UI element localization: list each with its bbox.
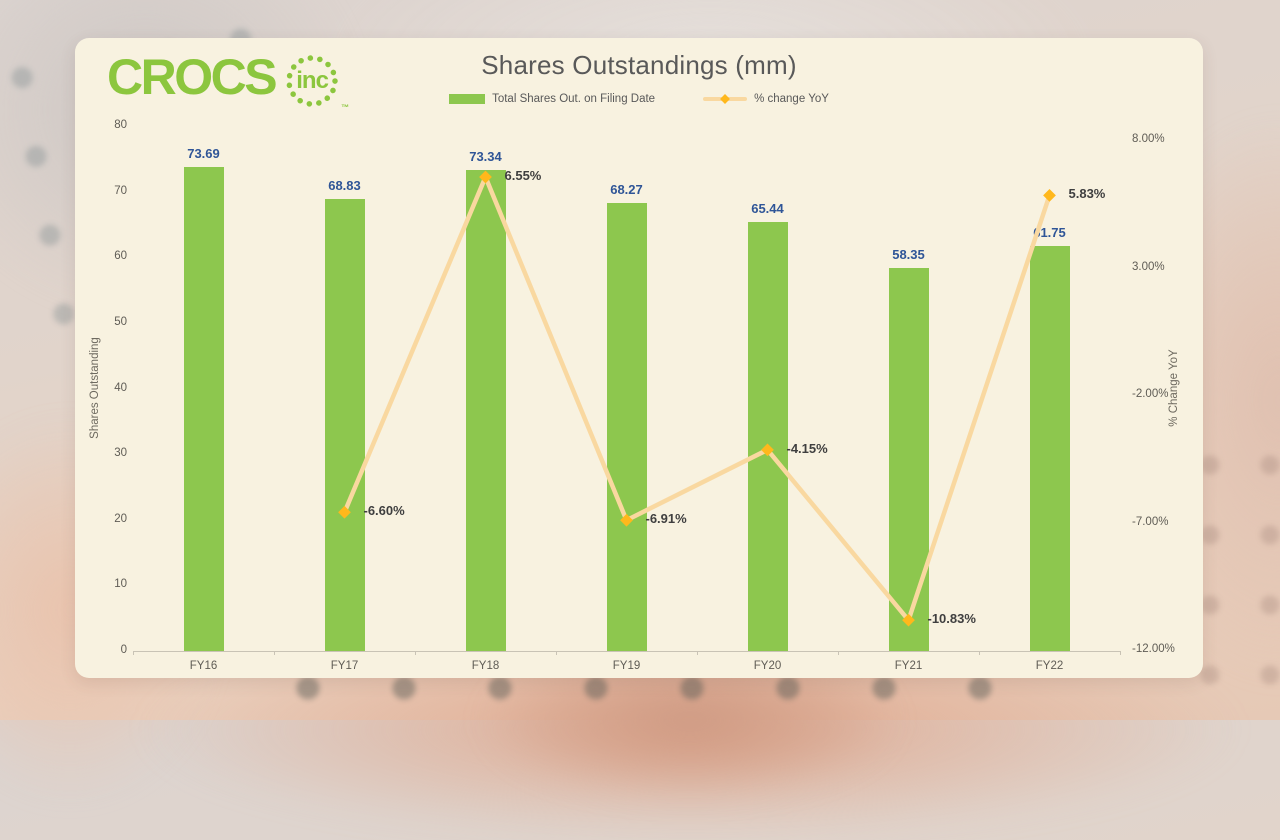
x-axis-category-label: FY17 xyxy=(330,660,359,672)
chart-legend: Total Shares Out. on Filing Date % chang… xyxy=(75,93,1203,105)
bar-FY16 xyxy=(183,167,224,651)
x-axis-category-label: FY19 xyxy=(612,660,641,672)
left-axis-tick-label: 30 xyxy=(114,447,127,460)
right-axis-title: % Change YoY xyxy=(1168,349,1180,427)
right-axis-tick-label: -7.00% xyxy=(1132,515,1169,528)
chart-card: CROCS inc ™ Shares Outstandings (mm) Tot… xyxy=(75,38,1203,678)
bar-value-label: 61.75 xyxy=(1033,224,1066,240)
bar-FY19 xyxy=(606,202,647,651)
legend-bar-label: Total Shares Out. on Filing Date xyxy=(492,93,656,105)
x-axis-tick xyxy=(556,651,557,655)
x-axis-tick xyxy=(415,651,416,655)
left-axis-tick-label: 80 xyxy=(114,119,127,131)
right-axis-tick-label: 8.00% xyxy=(1132,133,1165,145)
logo-inc-badge: inc ™ xyxy=(284,53,349,112)
left-axis-title: Shares Outstanding xyxy=(89,337,101,439)
legend-line-swatch xyxy=(703,94,748,104)
yoy-value-label: -6.91% xyxy=(645,511,687,527)
right-axis-tick-label: 3.00% xyxy=(1132,260,1165,273)
right-axis-tick-label: -12.00% xyxy=(1132,643,1175,655)
x-axis-category-label: FY21 xyxy=(894,660,923,672)
bar-value-label: 68.27 xyxy=(610,181,643,197)
left-axis-tick-label: 20 xyxy=(114,512,127,525)
chart-title: Shares Outstandings (mm) xyxy=(481,50,797,80)
yoy-value-label: -10.83% xyxy=(927,611,976,627)
bar-value-label: 73.69 xyxy=(187,146,220,162)
bar-FY21 xyxy=(888,268,929,651)
bar-FY20 xyxy=(747,221,788,651)
logo-brand-text: CROCS xyxy=(107,49,278,105)
x-axis-category-label: FY18 xyxy=(471,660,500,672)
x-axis-tick xyxy=(133,651,134,655)
yoy-value-label: 6.55% xyxy=(504,167,542,183)
left-axis-tick-label: 10 xyxy=(114,578,127,591)
legend-line-label: % change YoY xyxy=(754,93,829,105)
right-axis-tick-label: -2.00% xyxy=(1132,388,1169,400)
bar-FY17 xyxy=(324,199,365,651)
yoy-value-label: -6.60% xyxy=(363,503,405,519)
bar-value-label: 58.35 xyxy=(892,247,925,263)
trademark-symbol: ™ xyxy=(341,103,350,112)
legend-bar-swatch xyxy=(449,94,486,104)
bar-value-label: 73.34 xyxy=(469,148,502,164)
yoy-value-label: -4.15% xyxy=(786,440,828,456)
left-axis-tick-label: 40 xyxy=(114,381,127,394)
x-axis-category-label: FY20 xyxy=(753,660,782,672)
bar-FY22 xyxy=(1029,245,1070,651)
left-axis-tick-label: 0 xyxy=(120,644,127,656)
x-axis-tick xyxy=(274,651,275,655)
legend-item-line: % change YoY xyxy=(703,93,829,105)
x-axis-category-label: FY22 xyxy=(1035,660,1064,672)
x-axis-tick xyxy=(979,651,980,655)
x-axis-category-label: FY16 xyxy=(189,660,218,672)
plot-area: 80 70 60 50 40 30 20 10 0 8.00% 3.00% -2.00% -7.00% -… xyxy=(75,38,1203,678)
line-marker-diamond-icon xyxy=(1043,188,1056,202)
legend-item-bars: Total Shares Out. on Filing Date xyxy=(449,93,655,105)
x-axis-tick xyxy=(838,651,839,655)
x-axis-line xyxy=(133,651,1120,652)
dotted-circle-icon xyxy=(286,55,338,107)
left-axis-tick-label: 50 xyxy=(114,315,127,328)
bar-value-label: 68.83 xyxy=(328,178,361,194)
left-axis-tick-label: 60 xyxy=(114,250,127,263)
logo-inc-text: inc xyxy=(296,67,329,94)
bar-FY18 xyxy=(465,169,506,651)
x-axis-tick xyxy=(697,651,698,655)
x-axis-tick xyxy=(1120,651,1121,655)
bar-value-label: 65.44 xyxy=(751,200,784,216)
yoy-value-label: 5.83% xyxy=(1068,186,1106,202)
crocs-logo: CROCS inc ™ xyxy=(107,49,349,112)
left-axis-tick-label: 70 xyxy=(114,184,127,197)
